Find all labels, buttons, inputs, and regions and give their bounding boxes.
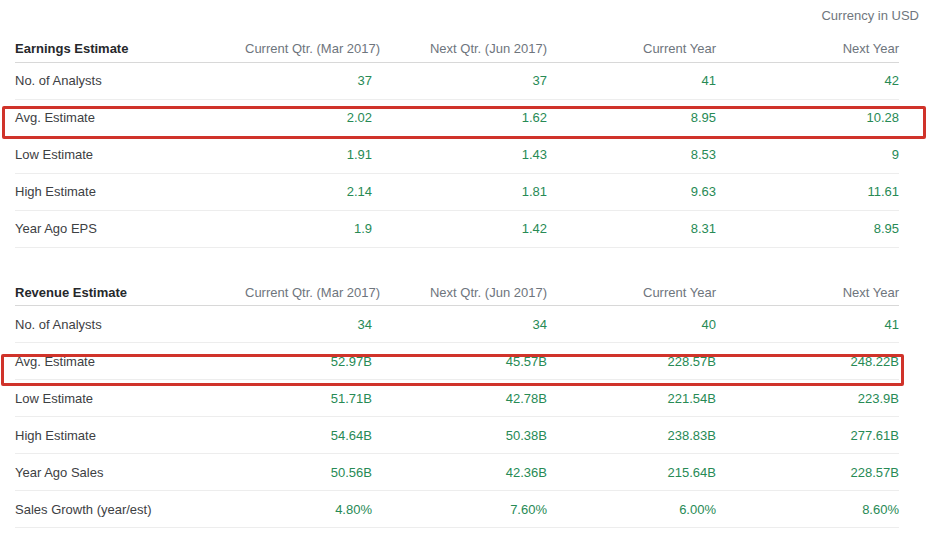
value-cell: 223.9B [716, 380, 899, 417]
table-row-high-estimate: High Estimate2.141.819.6311.61 [15, 173, 899, 210]
value-cell: 51.71B [245, 380, 372, 417]
value-cell: 10.28 [716, 99, 899, 136]
header-row: Earnings EstimateCurrent Qtr. (Mar 2017)… [15, 36, 899, 62]
row-label: Year Ago Sales [15, 454, 245, 491]
row-label: High Estimate [15, 173, 245, 210]
value-cell: 11.61 [716, 173, 899, 210]
column-header-next-year: Next Year [716, 280, 899, 306]
value-cell: 1.42 [372, 210, 547, 247]
value-cell: 40 [547, 306, 716, 343]
revenue-estimate-table: Revenue EstimateCurrent Qtr. (Mar 2017)N… [15, 280, 899, 529]
column-header-next-qtr-jun-2017: Next Qtr. (Jun 2017) [372, 280, 547, 306]
value-cell: 37 [372, 62, 547, 99]
table-title: Earnings Estimate [15, 36, 245, 62]
value-cell: 8.31 [547, 210, 716, 247]
row-label: Avg. Estimate [15, 99, 245, 136]
table-title: Revenue Estimate [15, 280, 245, 306]
value-cell: 238.83B [547, 417, 716, 454]
value-cell: 50.38B [372, 417, 547, 454]
row-label: Year Ago EPS [15, 210, 245, 247]
value-cell: 42.36B [372, 454, 547, 491]
value-cell: 248.22B [716, 343, 899, 380]
value-cell: 1.91 [245, 136, 372, 173]
analyst-estimates-page: Currency in USD Earnings EstimateCurrent… [0, 0, 932, 551]
value-cell: 1.62 [372, 99, 547, 136]
value-cell: 4.80% [245, 491, 372, 528]
table-row-high-estimate: High Estimate54.64B50.38B238.83B277.61B [15, 417, 899, 454]
table-row-low-estimate: Low Estimate51.71B42.78B221.54B223.9B [15, 380, 899, 417]
table-row-year-ago-sales: Year Ago Sales50.56B42.36B215.64B228.57B [15, 454, 899, 491]
value-cell: 45.57B [372, 343, 547, 380]
value-cell: 37 [245, 62, 372, 99]
column-header-next-qtr-jun-2017: Next Qtr. (Jun 2017) [372, 36, 547, 62]
value-cell: 228.57B [716, 454, 899, 491]
table-row-no-of-analysts: No. of Analysts34344041 [15, 306, 899, 343]
value-cell: 1.43 [372, 136, 547, 173]
value-cell: 1.9 [245, 210, 372, 247]
table-row-sales-growth-year-est: Sales Growth (year/est)4.80%7.60%6.00%8.… [15, 491, 899, 528]
earnings-estimate-table: Earnings EstimateCurrent Qtr. (Mar 2017)… [15, 36, 899, 248]
value-cell: 2.02 [245, 99, 372, 136]
value-cell: 221.54B [547, 380, 716, 417]
value-cell: 8.60% [716, 491, 899, 528]
value-cell: 42 [716, 62, 899, 99]
row-label: High Estimate [15, 417, 245, 454]
table-row-avg-estimate: Avg. Estimate2.021.628.9510.28 [15, 99, 899, 136]
column-header-current-qtr-mar-2017: Current Qtr. (Mar 2017) [245, 36, 372, 62]
value-cell: 7.60% [372, 491, 547, 528]
column-header-next-year: Next Year [716, 36, 899, 62]
value-cell: 228.57B [547, 343, 716, 380]
row-label: Low Estimate [15, 136, 245, 173]
currency-note: Currency in USD [821, 8, 919, 23]
row-label: Low Estimate [15, 380, 245, 417]
value-cell: 54.64B [245, 417, 372, 454]
row-label: No. of Analysts [15, 62, 245, 99]
table-row-no-of-analysts: No. of Analysts37374142 [15, 62, 899, 99]
value-cell: 6.00% [547, 491, 716, 528]
column-header-current-qtr-mar-2017: Current Qtr. (Mar 2017) [245, 280, 372, 306]
column-header-current-year: Current Year [547, 280, 716, 306]
table-row-low-estimate: Low Estimate1.911.438.539 [15, 136, 899, 173]
value-cell: 50.56B [245, 454, 372, 491]
table-row-year-ago-eps: Year Ago EPS1.91.428.318.95 [15, 210, 899, 247]
value-cell: 9 [716, 136, 899, 173]
value-cell: 42.78B [372, 380, 547, 417]
value-cell: 2.14 [245, 173, 372, 210]
value-cell: 34 [245, 306, 372, 343]
estimates-tables: Earnings EstimateCurrent Qtr. (Mar 2017)… [15, 36, 899, 528]
value-cell: 8.95 [716, 210, 899, 247]
value-cell: 215.64B [547, 454, 716, 491]
value-cell: 41 [716, 306, 899, 343]
table-row-avg-estimate: Avg. Estimate52.97B45.57B228.57B248.22B [15, 343, 899, 380]
value-cell: 8.95 [547, 99, 716, 136]
column-header-current-year: Current Year [547, 36, 716, 62]
row-label: No. of Analysts [15, 306, 245, 343]
row-label: Sales Growth (year/est) [15, 491, 245, 528]
value-cell: 277.61B [716, 417, 899, 454]
value-cell: 52.97B [245, 343, 372, 380]
value-cell: 9.63 [547, 173, 716, 210]
value-cell: 34 [372, 306, 547, 343]
value-cell: 8.53 [547, 136, 716, 173]
row-label: Avg. Estimate [15, 343, 245, 380]
header-row: Revenue EstimateCurrent Qtr. (Mar 2017)N… [15, 280, 899, 306]
value-cell: 1.81 [372, 173, 547, 210]
value-cell: 41 [547, 62, 716, 99]
